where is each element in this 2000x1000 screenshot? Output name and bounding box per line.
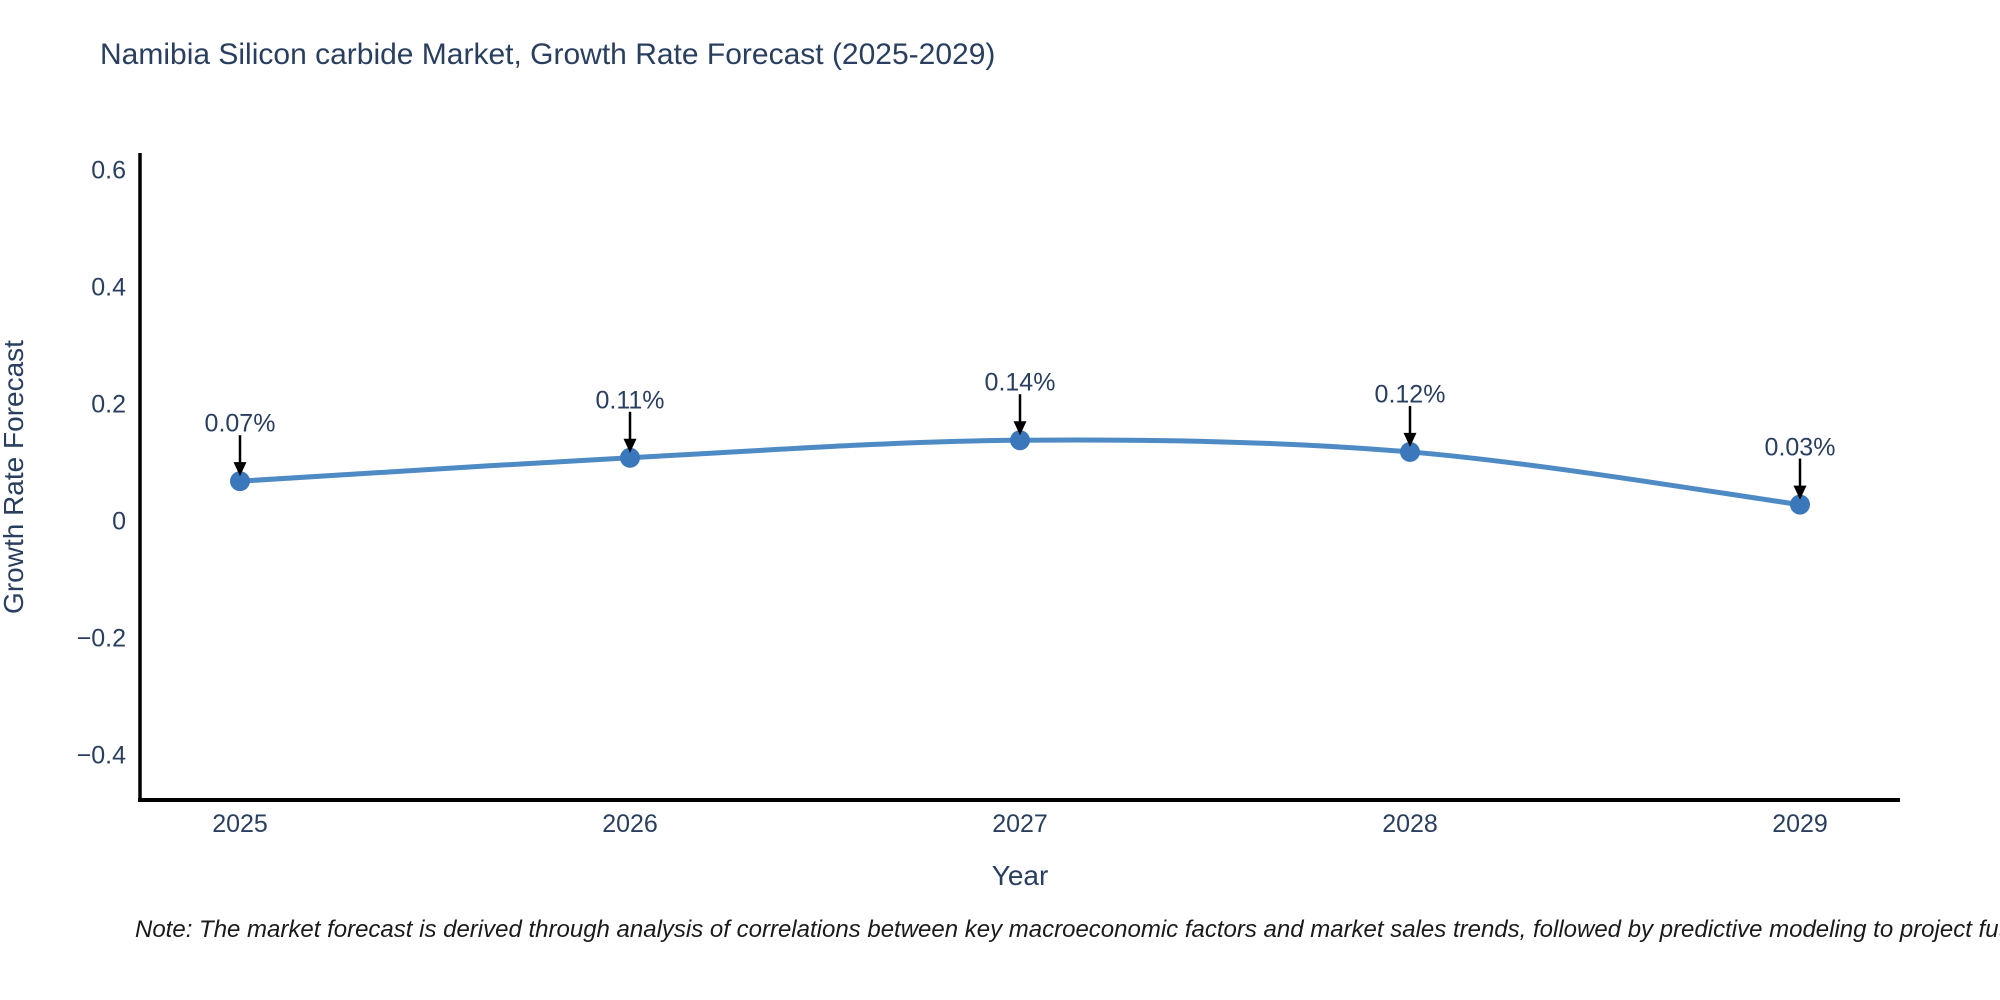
data-point-marker (230, 471, 250, 492)
x-tick-label: 2029 (1772, 810, 1828, 838)
chart-title: Namibia Silicon carbide Market, Growth R… (100, 38, 996, 71)
x-tick-label: 2026 (602, 810, 658, 838)
annotation-arrowhead (233, 462, 247, 477)
point-annotation: 0.07% (204, 409, 276, 438)
annotation-arrowhead (1403, 432, 1417, 447)
y-axis-title: Growth Rate Forecast (0, 340, 29, 614)
y-tick-label: −0.4 (76, 741, 126, 770)
data-point-marker (1790, 494, 1810, 515)
annotation-arrowhead (1013, 421, 1027, 436)
y-tick-label: 0.4 (91, 273, 126, 302)
point-annotation: 0.14% (984, 368, 1056, 397)
data-point-marker (620, 447, 640, 468)
footnote: Note: The market forecast is derived thr… (135, 916, 2000, 943)
y-tick-label: 0 (112, 507, 126, 536)
annotation-arrowhead (623, 438, 637, 453)
y-tick-label: 0.2 (91, 390, 126, 419)
point-annotation: 0.11% (595, 386, 665, 415)
annotation-arrowhead (1793, 485, 1807, 500)
y-tick-label: −0.2 (76, 624, 126, 653)
data-point-marker (1010, 430, 1030, 451)
x-tick-label: 2025 (212, 810, 268, 838)
data-point-marker (1400, 441, 1420, 462)
x-tick-label: 2028 (1382, 810, 1438, 838)
point-annotation: 0.12% (1374, 380, 1446, 409)
point-annotation: 0.03% (1764, 433, 1836, 462)
x-axis-title: Year (991, 860, 1049, 891)
x-tick-label: 2027 (992, 810, 1048, 838)
y-tick-label: 0.6 (91, 156, 126, 185)
